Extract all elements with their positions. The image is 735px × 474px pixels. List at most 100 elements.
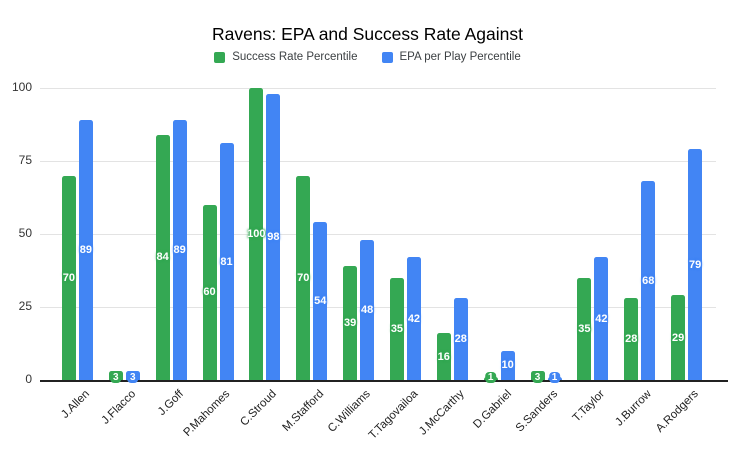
bar: 10: [500, 350, 515, 380]
bar: 70: [61, 175, 76, 380]
legend-swatch-blue: [381, 51, 393, 63]
y-axis-tick-label: 0: [25, 372, 32, 386]
bar-group-c-williams: 39 48: [335, 88, 382, 380]
gridline: [40, 88, 716, 89]
bar-group-d-gabriel: 1 10: [476, 88, 523, 383]
bar: 70: [296, 175, 311, 380]
bar: 81: [219, 143, 234, 380]
bar-value-label: 42: [407, 312, 421, 325]
bar: 60: [202, 204, 217, 380]
gridline: [40, 307, 716, 308]
legend-label-success-rate: Success Rate Percentile: [232, 51, 358, 63]
x-axis-category-label: C.Williams: [326, 388, 374, 435]
bar-value-label: 29: [671, 331, 685, 344]
bar-value-label: 70: [62, 271, 76, 284]
bar-group-c-stroud: 100 98: [241, 88, 288, 380]
bar-value-label: 48: [360, 303, 374, 316]
bar-value-label: 70: [297, 271, 310, 284]
y-axis-tick-label: 25: [18, 299, 32, 313]
bar-value-badge: 3: [127, 372, 139, 383]
x-axis-category-label: T.Taylor: [570, 388, 608, 425]
bar: 29: [671, 295, 686, 380]
bar: 100: [247, 88, 266, 380]
bar-value-badge: 3: [531, 372, 544, 383]
bar: 39: [343, 266, 358, 380]
bar-value-label: 16: [437, 350, 450, 363]
bar-group-j-goff: 84 89: [148, 88, 195, 380]
bar-value-label: 35: [578, 322, 591, 335]
x-axis-line: [40, 380, 728, 382]
gridline: [40, 161, 716, 162]
bar-value-badge: 1: [548, 372, 561, 383]
bar-value-label: 81: [220, 255, 233, 268]
legend-label-epa: EPA per Play Percentile: [399, 51, 521, 63]
bar-value-label: 35: [390, 322, 404, 335]
bar: 54: [313, 222, 328, 380]
bar: 42: [406, 257, 421, 380]
bar: 28: [624, 298, 639, 380]
bar-value-label: 79: [688, 258, 702, 271]
bar-group-j-allen: 70 89: [54, 88, 101, 380]
bar: 84: [155, 134, 170, 380]
bar-value-label: 84: [156, 251, 169, 264]
bar: 68: [641, 181, 656, 380]
bar-value-label: 28: [625, 333, 638, 346]
bar: 28: [453, 298, 468, 380]
x-axis-category-label: S.Sanders: [514, 388, 561, 435]
bar: 3: [530, 371, 545, 383]
bar-value-label: 89: [79, 244, 93, 257]
legend: Success Rate Percentile EPA per Play Per…: [0, 51, 735, 63]
bar-value-label: 68: [642, 274, 655, 287]
bar-value-label: 28: [454, 333, 467, 346]
bar-group-j-mccarthy: 16 28: [429, 88, 476, 380]
bar: 1: [483, 372, 498, 383]
bar-group-j-burrow: 28 68: [616, 88, 663, 380]
bar: 89: [78, 120, 93, 380]
bar-value-label: 100: [247, 228, 266, 240]
bar: 89: [172, 120, 187, 380]
x-axis-category-label: A.Rodgers: [654, 388, 702, 435]
x-axis-category-label: P.Mahomes: [181, 388, 233, 439]
bar: 35: [389, 277, 404, 380]
x-axis-category-label: D.Gabriel: [470, 388, 514, 431]
bar-value-label: 54: [314, 295, 327, 308]
bar: 3: [125, 371, 140, 383]
bar-value-badge: 1: [484, 372, 497, 383]
bar: 35: [577, 277, 592, 380]
bar-value-label: 42: [595, 312, 608, 325]
x-axis-category-label: J.Allen: [59, 388, 92, 421]
y-axis-tick-label: 75: [18, 153, 32, 167]
bar-groups: 70 89 3 3 84 89 60 81 100 98 70 54 39 48 35 42 16 28 1 10 3 1…: [54, 88, 710, 383]
x-axis-category-label: C.Stroud: [238, 388, 280, 429]
bar-value-label: 98: [267, 230, 280, 243]
bar: 42: [594, 257, 609, 380]
gridline: [40, 234, 716, 235]
bar-group-a-rodgers: 29 79: [663, 88, 710, 380]
x-axis-category-label: J.Flacco: [100, 388, 139, 427]
bar-value-label: 89: [173, 244, 186, 257]
bar: 79: [688, 149, 703, 380]
y-axis-tick-label: 100: [11, 80, 32, 94]
legend-swatch-green: [214, 51, 226, 63]
legend-item-success-rate: Success Rate Percentile: [214, 51, 358, 63]
bar-value-badge: 3: [110, 372, 122, 383]
x-axis-category-label: J.McCarthy: [417, 388, 467, 438]
bar-group-p-mahomes: 60 81: [195, 88, 242, 380]
bar-group-m-stafford: 70 54: [288, 88, 335, 380]
legend-item-epa: EPA per Play Percentile: [381, 51, 521, 63]
x-axis-category-label: T.Tagovailoa: [366, 388, 420, 442]
bar: 16: [436, 333, 451, 380]
x-axis-category-label: M.Stafford: [280, 388, 327, 434]
x-axis-category-label: J.Burrow: [613, 388, 655, 429]
bar: 98: [266, 93, 281, 380]
bar: 3: [108, 371, 123, 383]
bar-value-label: 10: [501, 359, 514, 372]
bar-group-t-tagovailoa: 35 42: [382, 88, 429, 380]
bar-value-label: 60: [203, 286, 216, 299]
y-axis-tick-label: 50: [18, 226, 32, 240]
chart-title: Ravens: EPA and Success Rate Against: [212, 24, 523, 44]
bar: 48: [360, 239, 375, 380]
